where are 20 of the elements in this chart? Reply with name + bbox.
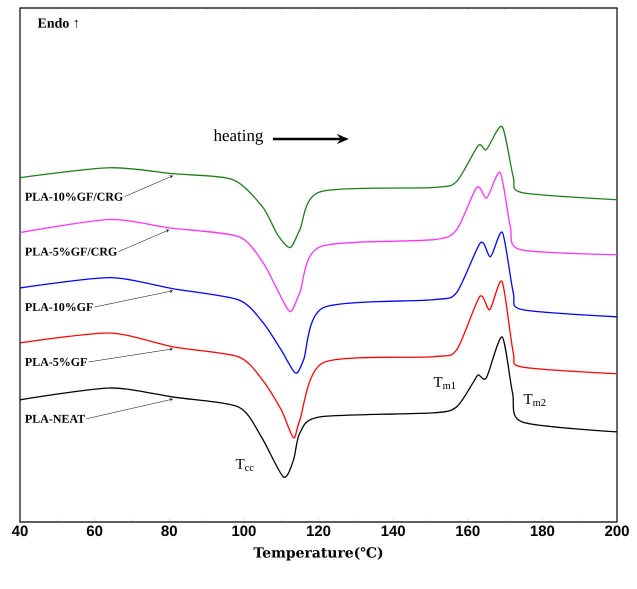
annotation: heating: [214, 129, 264, 145]
x-axis-title: Temperature(℃): [254, 546, 382, 560]
x-tick-label: 140: [382, 526, 405, 536]
series-label: PLA-10%GF: [25, 302, 93, 312]
x-tick-label: 40: [12, 526, 28, 536]
x-tick-label: 200: [605, 526, 629, 536]
x-tick-label: 60: [86, 526, 102, 536]
annotation: T$_{m1}$: [434, 377, 456, 389]
x-tick-label: 120: [306, 526, 330, 536]
series-label: PLA-5%GF: [25, 358, 87, 366]
series-label: PLA-5%GF/CRG: [25, 248, 117, 256]
annotation: T$_{cc}$: [236, 458, 254, 472]
annotation: T$_{m2}$: [524, 394, 546, 406]
x-tick-label: 100: [232, 526, 256, 536]
series-label: PLA-NEAT: [25, 414, 85, 423]
x-tick-label: 80: [161, 526, 177, 536]
x-tick-label: 160: [456, 526, 480, 536]
text: Endo ↑: [38, 18, 78, 28]
series-label: PLA-10%GF/CRG: [25, 192, 123, 201]
x-tick-label: 180: [530, 526, 554, 536]
